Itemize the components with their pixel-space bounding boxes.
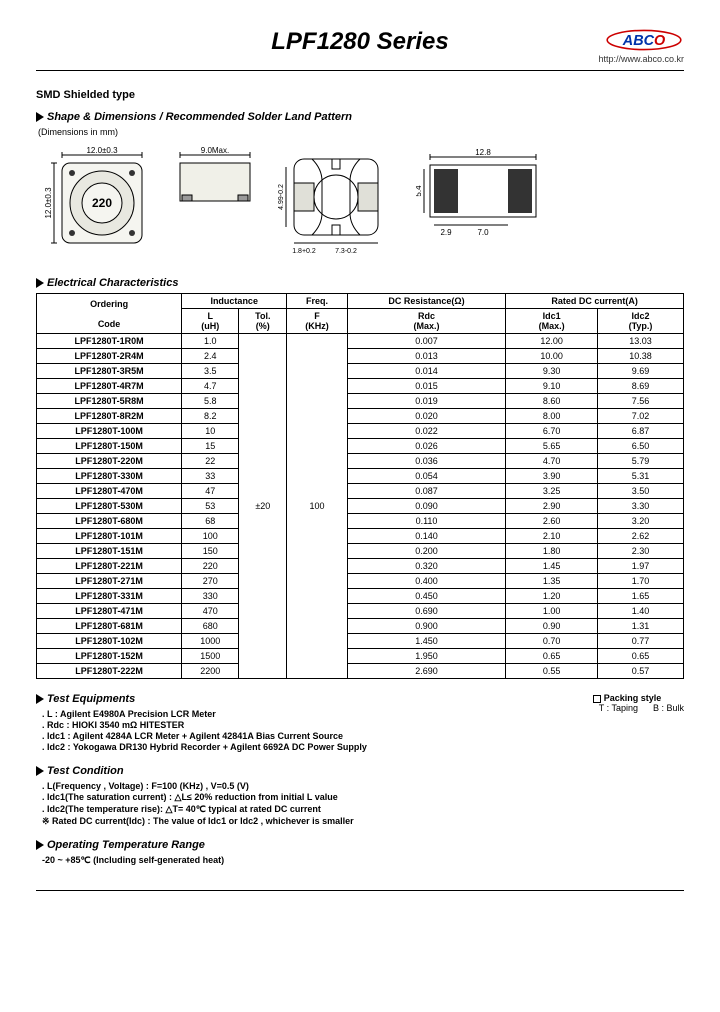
th-dcr: DC Resistance(Ω) [347, 294, 506, 309]
packing-heading: Packing style [593, 693, 684, 703]
svg-text:ABCO: ABCO [622, 33, 665, 49]
logo-area: ABCO http://www.abco.co.kr [564, 28, 684, 64]
test-equip-text: Test Equipments [47, 693, 135, 705]
table-row: LPF1280T-101M1000.1402.102.62 [37, 529, 684, 544]
svg-text:5.4: 5.4 [416, 185, 423, 197]
page-header: LPF1280 Series ABCO http://www.abco.co.k… [36, 28, 684, 64]
table-row: LPF1280T-330M330.0543.905.31 [37, 469, 684, 484]
table-row: LPF1280T-4R7M4.70.0159.108.69 [37, 379, 684, 394]
table-row: LPF1280T-530M530.0902.903.30 [37, 499, 684, 514]
table-row: LPF1280T-2R4M2.40.01310.0010.38 [37, 349, 684, 364]
footer-rule [36, 890, 684, 891]
type-label: SMD Shielded type [36, 89, 684, 101]
test-cond-text: Test Condition [47, 765, 124, 777]
shape-heading: Shape & Dimensions / Recommended Solder … [36, 111, 684, 123]
th-freq: Freq. [287, 294, 347, 309]
svg-text:12.0±0.3: 12.0±0.3 [86, 147, 118, 155]
diagram-land-pattern: 12.8 5.4 2.9 7.0 [416, 147, 546, 237]
cond-line: ※ Rated DC current(Idc) : The value of I… [42, 816, 684, 827]
th-tol: Tol.(%) [239, 309, 287, 334]
table-row: LPF1280T-221M2200.3201.451.97 [37, 559, 684, 574]
temp-heading-text: Operating Temperature Range [47, 839, 205, 851]
th-idc1: Idc1(Max.) [506, 309, 598, 334]
table-row: LPF1280T-102M10001.4500.700.77 [37, 634, 684, 649]
table-row: LPF1280T-680M680.1102.603.20 [37, 514, 684, 529]
table-row: LPF1280T-220M220.0364.705.79 [37, 454, 684, 469]
temp-heading: Operating Temperature Range [36, 839, 684, 851]
svg-text:12.8: 12.8 [475, 148, 491, 157]
table-row: LPF1280T-5R8M5.80.0198.607.56 [37, 394, 684, 409]
th-idc2: Idc2(Typ.) [597, 309, 683, 334]
test-cond-heading: Test Condition [36, 765, 684, 777]
svg-text:220: 220 [92, 196, 112, 210]
table-row: LPF1280T-470M470.0873.253.50 [37, 484, 684, 499]
diagram-row: 12.0±0.3 12.0±0.3 220 9.0Max. 4.99-0.2 [42, 147, 684, 257]
company-url: http://www.abco.co.kr [598, 54, 684, 64]
th-inductance: Inductance [182, 294, 287, 309]
diagram-side: 9.0Max. [170, 147, 260, 217]
cond-line: . L(Frequency , Voltage) : F=100 (KHz) ,… [42, 781, 684, 791]
equip-line: . Idc1 : Agilent 4284A LCR Meter + Agile… [42, 731, 553, 741]
packing-line: T : Taping B : Bulk [599, 703, 684, 713]
abco-logo: ABCO [604, 28, 684, 52]
table-row: LPF1280T-100M100.0226.706.87 [37, 424, 684, 439]
svg-text:9.0Max.: 9.0Max. [201, 147, 229, 155]
triangle-icon [36, 112, 44, 122]
svg-text:1.8+0.2: 1.8+0.2 [292, 248, 316, 255]
svg-text:7.0: 7.0 [477, 228, 489, 237]
th-f: F(KHz) [287, 309, 347, 334]
square-icon [593, 695, 601, 703]
table-row: LPF1280T-8R2M8.20.0208.007.02 [37, 409, 684, 424]
cond-line: . Idc2(The temperature rise): △T= 40℃ ty… [42, 804, 684, 815]
diagram-bottom: 4.99-0.2 1.8+0.2 7.3-0.2 [278, 147, 398, 257]
series-title: LPF1280 Series [156, 28, 564, 56]
table-row: LPF1280T-222M22002.6900.550.57 [37, 664, 684, 679]
triangle-icon [36, 766, 44, 776]
table-row: LPF1280T-1R0M1.0±201000.00712.0013.03 [37, 334, 684, 349]
svg-text:2.9: 2.9 [440, 228, 452, 237]
svg-text:12.0±0.3: 12.0±0.3 [44, 187, 53, 219]
test-equip-heading: Test Equipments [36, 693, 553, 705]
equip-line: . Idc2 : Yokogawa DR130 Hybrid Recorder … [42, 742, 553, 752]
table-row: LPF1280T-150M150.0265.656.50 [37, 439, 684, 454]
th-ordering: OrderingCode [37, 294, 182, 334]
th-rated: Rated DC current(A) [506, 294, 684, 309]
elec-heading-text: Electrical Characteristics [47, 277, 178, 289]
elec-heading: Electrical Characteristics [36, 277, 684, 289]
table-row: LPF1280T-331M3300.4501.201.65 [37, 589, 684, 604]
characteristics-table: OrderingCode Inductance Freq. DC Resista… [36, 293, 684, 679]
th-l: L(uH) [182, 309, 239, 334]
temp-range: -20 ~ +85℃ (Including self-generated hea… [42, 855, 684, 866]
th-rdc: Rdc(Max.) [347, 309, 506, 334]
table-row: LPF1280T-3R5M3.50.0149.309.69 [37, 364, 684, 379]
cond-line: . Idc1(The saturation current) : △L≤ 20%… [42, 792, 684, 803]
table-row: LPF1280T-151M1500.2001.802.30 [37, 544, 684, 559]
svg-text:7.3-0.2: 7.3-0.2 [335, 248, 357, 255]
table-row: LPF1280T-271M2700.4001.351.70 [37, 574, 684, 589]
triangle-icon [36, 840, 44, 850]
dimension-note: (Dimensions in mm) [38, 127, 684, 137]
table-row: LPF1280T-471M4700.6901.001.40 [37, 604, 684, 619]
triangle-icon [36, 278, 44, 288]
diagram-top: 12.0±0.3 12.0±0.3 220 [42, 147, 152, 247]
table-row: LPF1280T-681M6800.9000.901.31 [37, 619, 684, 634]
table-row: LPF1280T-152M15001.9500.650.65 [37, 649, 684, 664]
svg-text:4.99-0.2: 4.99-0.2 [278, 184, 285, 210]
equip-line: . Rdc : HIOKI 3540 mΩ HITESTER [42, 720, 553, 730]
triangle-icon [36, 694, 44, 704]
equip-line: . L : Agilent E4980A Precision LCR Meter [42, 709, 553, 719]
header-rule [36, 70, 684, 71]
shape-heading-text: Shape & Dimensions / Recommended Solder … [47, 111, 352, 123]
